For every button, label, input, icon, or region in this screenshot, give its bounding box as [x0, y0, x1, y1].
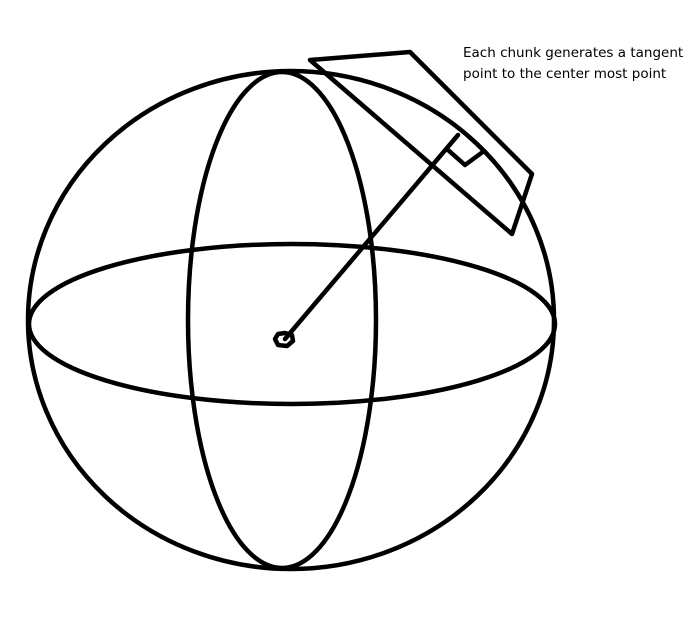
annotation-line-1: Each chunk generates a tangent	[463, 45, 684, 61]
annotation-line-2: point to the center most point	[463, 66, 667, 82]
radius-line	[282, 132, 461, 342]
sphere-outline	[25, 68, 557, 572]
tangent-plane	[307, 49, 535, 237]
equator-ellipse	[26, 241, 558, 407]
right-angle-marker	[445, 147, 487, 168]
center-point	[272, 330, 296, 349]
meridian-ellipse	[185, 69, 379, 571]
annotation-text: Each chunk generates a tangent point to …	[463, 43, 695, 85]
